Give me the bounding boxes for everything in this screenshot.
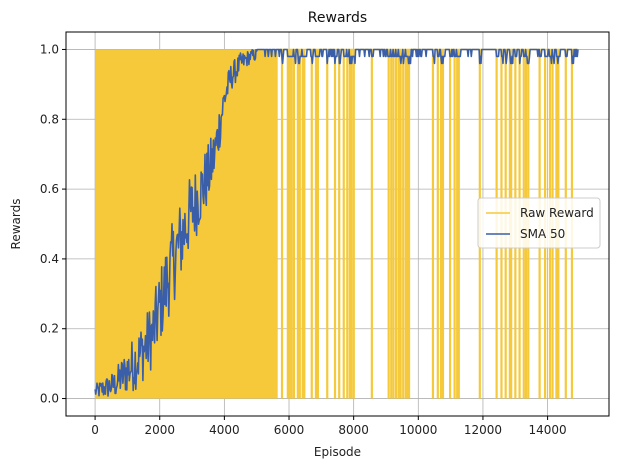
y-axis-ticks: 0.0 0.2 0.4 0.6 0.8 1.0 bbox=[40, 42, 66, 406]
legend-sma-50-label: SMA 50 bbox=[520, 227, 565, 241]
sma-50-line bbox=[94, 48, 579, 397]
raw-reward-drop bbox=[407, 49, 411, 399]
raw-reward-dense-region bbox=[95, 49, 278, 399]
raw-reward-drop bbox=[301, 49, 304, 399]
x-axis-label: Episode bbox=[314, 445, 361, 459]
raw-reward-drop bbox=[431, 49, 435, 399]
raw-reward-drop bbox=[326, 49, 329, 399]
x-tick-label: 2000 bbox=[144, 423, 175, 437]
raw-reward-drop bbox=[436, 49, 439, 399]
raw-reward-drop bbox=[348, 49, 351, 399]
raw-reward-drop bbox=[350, 49, 353, 399]
y-tick-label: 0.4 bbox=[40, 252, 59, 266]
raw-reward-drop bbox=[316, 49, 319, 399]
raw-reward-drop bbox=[296, 49, 299, 399]
x-tick-label: 6000 bbox=[274, 423, 305, 437]
raw-reward-drop bbox=[288, 49, 291, 399]
axes-frame bbox=[65, 31, 610, 417]
raw-reward-drop bbox=[290, 49, 293, 399]
raw-reward-drop bbox=[453, 49, 456, 399]
raw-reward-drop bbox=[370, 49, 373, 399]
raw-reward-drop bbox=[456, 49, 459, 399]
y-tick-label: 0.6 bbox=[40, 182, 59, 196]
y-tick-label: 1.0 bbox=[40, 42, 59, 56]
y-tick-label: 0.0 bbox=[40, 392, 59, 406]
legend: Raw Reward SMA 50 bbox=[477, 197, 601, 249]
raw-reward-drop bbox=[441, 49, 445, 399]
raw-reward-drop bbox=[342, 49, 345, 399]
raw-reward-drop bbox=[457, 49, 460, 399]
sma-50-series bbox=[94, 48, 579, 397]
raw-reward-drop bbox=[402, 49, 405, 399]
legend-box bbox=[477, 197, 601, 249]
raw-reward-drop bbox=[346, 49, 349, 399]
raw-reward-drop bbox=[392, 49, 395, 399]
raw-reward-drop bbox=[390, 49, 393, 399]
x-tick-label: 14000 bbox=[528, 423, 566, 437]
raw-reward-drop bbox=[448, 49, 452, 399]
x-axis-ticks: 0 2000 4000 6000 8000 10000 12000 14000 bbox=[91, 416, 567, 437]
raw-reward-drop bbox=[404, 49, 407, 399]
legend-raw-reward-label: Raw Reward bbox=[520, 206, 594, 220]
y-tick-label: 0.2 bbox=[40, 322, 59, 336]
y-axis-label: Rewards bbox=[9, 199, 23, 250]
raw-reward-drop bbox=[399, 49, 402, 399]
raw-reward-drop bbox=[439, 49, 443, 399]
raw-reward-drop bbox=[352, 49, 355, 399]
raw-reward-drop bbox=[333, 49, 337, 399]
raw-reward-drop bbox=[387, 49, 390, 399]
raw-reward-drop bbox=[292, 49, 296, 399]
x-tick-label: 8000 bbox=[338, 423, 369, 437]
raw-reward-drop bbox=[310, 49, 313, 399]
raw-reward-drop bbox=[280, 49, 284, 399]
raw-reward-drop bbox=[314, 49, 318, 399]
raw-reward-drop bbox=[298, 49, 301, 399]
raw-reward-drop bbox=[286, 49, 289, 399]
raw-reward-drop bbox=[395, 49, 398, 399]
raw-reward-drop bbox=[397, 49, 400, 399]
raw-reward-drop bbox=[338, 49, 341, 399]
y-tick-label: 0.8 bbox=[40, 112, 59, 126]
x-tick-label: 0 bbox=[91, 423, 99, 437]
raw-reward-drop bbox=[406, 49, 409, 399]
chart-title: Rewards bbox=[308, 10, 367, 26]
x-tick-label: 4000 bbox=[209, 423, 240, 437]
x-tick-label: 12000 bbox=[464, 423, 502, 437]
x-tick-label: 10000 bbox=[399, 423, 437, 437]
raw-reward-drop bbox=[303, 49, 306, 399]
